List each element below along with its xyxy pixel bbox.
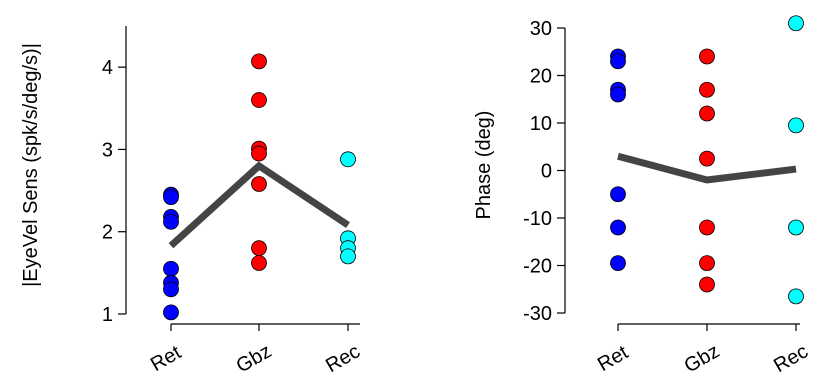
data-point-gbz [699,255,715,272]
data-point-gbz [251,255,267,271]
data-point-ret [610,86,626,103]
data-point-ret [610,219,626,236]
chart-panel-2: -30 -20 -10 0 10 20 30 Ret Gbz Rec Phase (deg) [473,15,812,377]
data-point-rec [788,15,804,32]
y-tick-label: 30 [530,18,552,40]
x-tick-label: Ret [594,341,632,376]
data-point-ret [163,213,179,230]
data-point-gbz [699,105,715,122]
x-tick-label: Rec [322,340,364,377]
data-point-gbz [251,240,267,257]
x-tick-label: Gbz [681,340,724,377]
data-point-ret [610,53,626,70]
y-tick-label: 4 [102,57,113,79]
y-tick-label: -30 [523,303,552,325]
y-tick-label: 20 [530,66,552,88]
mean-line [168,161,350,249]
data-point-rec [788,219,804,236]
data-point-gbz [251,92,267,108]
data-point-rec [788,117,804,134]
y-tick-label: 0 [541,161,552,183]
y-tick-label: 3 [102,139,113,161]
x-tick-label: Rec [770,340,812,377]
y-axis-title: |EyeVel Sens (spk/s/deg/s)| [20,43,42,287]
data-point-ret [163,189,179,206]
data-point-rec [788,288,804,305]
data-point-gbz [251,145,267,162]
data-point-ret [163,304,179,321]
y-tick-label: -20 [523,256,552,278]
data-point-gbz [699,276,715,293]
data-point-ret [610,186,626,203]
data-point-gbz [251,53,267,70]
x-tick-label: Ret [147,341,185,376]
chart-panel-1: 1 2 3 4 Ret Gbz Rec |EyeVel Sens (spk/s/deg/s)| [20,26,364,377]
data-point-gbz [251,176,267,192]
data-point-gbz [699,81,715,98]
y-tick-label: 2 [102,222,113,244]
x-tick-label: Gbz [233,340,276,377]
y-tick-label: 10 [530,113,552,135]
y-tick-label: 1 [102,304,113,326]
data-point-gbz [699,150,715,167]
y-tick-label: -10 [523,208,552,230]
mean-line [617,152,797,184]
y-axis-title: Phase (deg) [473,111,495,220]
data-point-ret [610,255,626,272]
data-point-rec [340,248,356,265]
data-point-ret [163,281,179,298]
data-point-gbz [699,219,715,236]
data-point-gbz [699,48,715,65]
data-point-rec [340,151,356,168]
data-point-ret [163,260,179,277]
